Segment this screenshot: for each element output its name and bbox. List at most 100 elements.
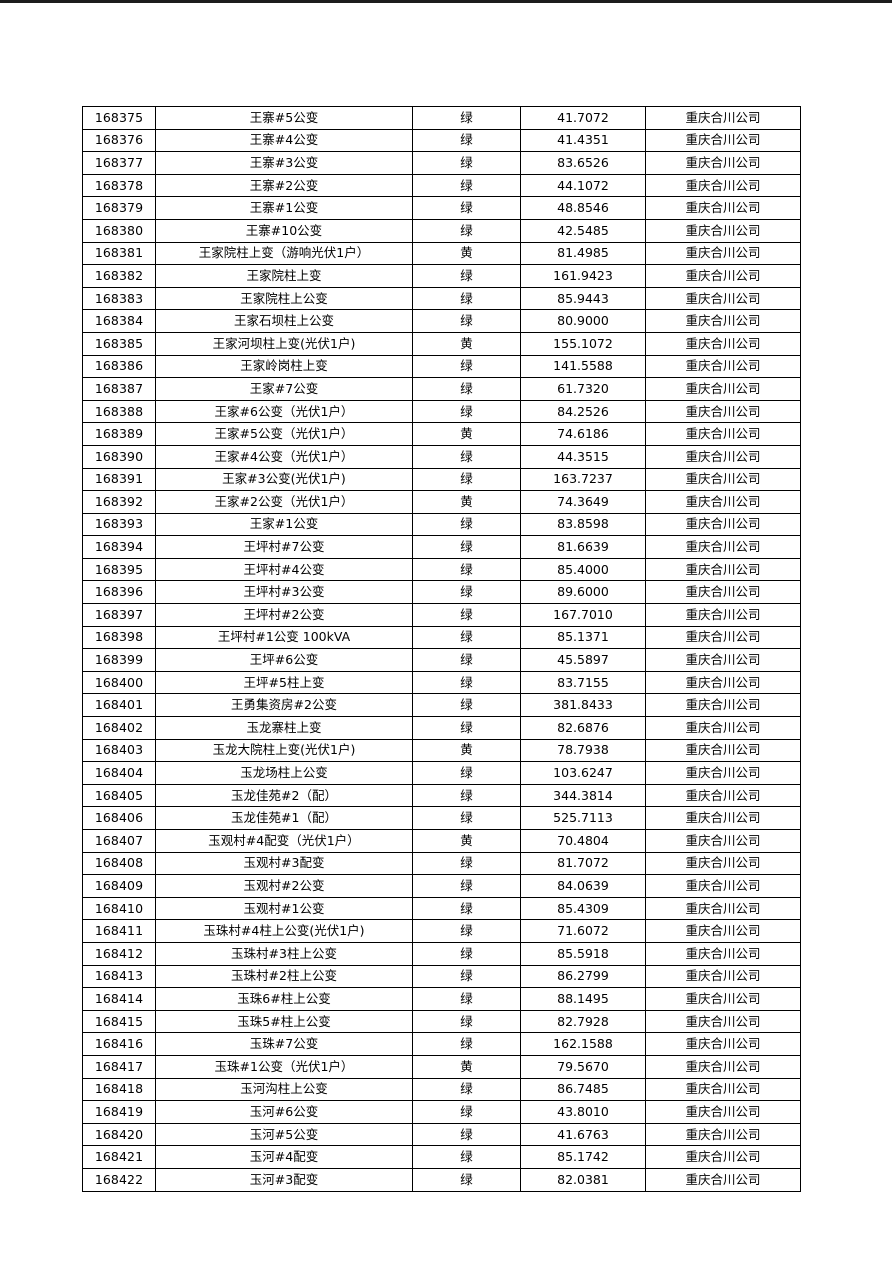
cell-transformer-name[interactable]: 玉河#6公变: [155, 1100, 413, 1124]
cell-measured-value[interactable]: 81.6639: [520, 535, 646, 559]
table-row[interactable]: 168412 玉珠村#3柱上公变绿 85.5918 重庆合川公司: [82, 941, 801, 966]
cell-status-color[interactable]: 绿: [412, 151, 521, 175]
cell-transformer-name[interactable]: 王家#4公变（光伏1户）: [155, 444, 413, 469]
cell-transformer-name[interactable]: 王家#6公变（光伏1户）: [155, 399, 413, 424]
cell-record-id[interactable]: 168407: [82, 829, 156, 853]
cell-status-color[interactable]: 绿: [412, 1077, 521, 1102]
cell-company[interactable]: 重庆合川公司: [645, 625, 801, 650]
cell-transformer-name[interactable]: 王寨#2公变: [155, 173, 413, 198]
cell-company[interactable]: 重庆合川公司: [645, 829, 801, 853]
cell-measured-value[interactable]: 163.7237: [520, 467, 646, 492]
cell-measured-value[interactable]: 45.5897: [520, 648, 646, 672]
cell-measured-value[interactable]: 83.6526: [520, 151, 646, 175]
cell-company[interactable]: 重庆合川公司: [645, 1100, 801, 1124]
cell-record-id[interactable]: 168395: [82, 557, 156, 582]
cell-company[interactable]: 重庆合川公司: [645, 264, 801, 288]
cell-status-color[interactable]: 绿: [412, 196, 521, 220]
table-row[interactable]: 168398 王坪村#1公变 100kVA 绿 85.1371 重庆合川公司: [82, 625, 801, 650]
cell-company[interactable]: 重庆合川公司: [645, 196, 801, 220]
cell-record-id[interactable]: 168396: [82, 580, 156, 605]
table-row[interactable]: 168378 王寨#2公变绿 44.1072 重庆合川公司: [82, 173, 801, 198]
table-row[interactable]: 168407 玉观村#4配变（光伏1户）黄 70.4804 重庆合川公司: [82, 829, 801, 853]
cell-company[interactable]: 重庆合川公司: [645, 987, 801, 1011]
cell-record-id[interactable]: 168394: [82, 535, 156, 559]
cell-transformer-name[interactable]: 玉龙佳苑#2（配）: [155, 783, 413, 808]
cell-status-color[interactable]: 绿: [412, 173, 521, 198]
cell-transformer-name[interactable]: 玉龙寨柱上变: [155, 716, 413, 740]
cell-transformer-name[interactable]: 王家院柱上变（游响光伏1户）: [155, 241, 413, 266]
cell-record-id[interactable]: 168398: [82, 625, 156, 650]
cell-record-id[interactable]: 168389: [82, 422, 156, 446]
cell-status-color[interactable]: 绿: [412, 806, 521, 830]
table-row[interactable]: 168391 王家#3公变(光伏1户) 绿 163.7237 重庆合川公司: [82, 467, 801, 492]
cell-status-color[interactable]: 绿: [412, 557, 521, 582]
cell-record-id[interactable]: 168402: [82, 716, 156, 740]
cell-measured-value[interactable]: 84.2526: [520, 399, 646, 424]
cell-company[interactable]: 重庆合川公司: [645, 377, 801, 401]
cell-transformer-name[interactable]: 王家石坝柱上公变: [155, 309, 413, 333]
cell-company[interactable]: 重庆合川公司: [645, 490, 801, 514]
cell-company[interactable]: 重庆合川公司: [645, 941, 801, 966]
cell-record-id[interactable]: 168397: [82, 603, 156, 627]
cell-record-id[interactable]: 168420: [82, 1122, 156, 1147]
cell-company[interactable]: 重庆合川公司: [645, 173, 801, 198]
cell-measured-value[interactable]: 48.8546: [520, 196, 646, 220]
cell-company[interactable]: 重庆合川公司: [645, 670, 801, 695]
table-row[interactable]: 168376 王寨#4公变绿 41.4351 重庆合川公司: [82, 128, 801, 153]
cell-record-id[interactable]: 168419: [82, 1100, 156, 1124]
table-row[interactable]: 168401 王勇集资房#2公变绿 381.8433 重庆合川公司: [82, 693, 801, 718]
cell-status-color[interactable]: 绿: [412, 354, 521, 379]
cell-measured-value[interactable]: 84.0639: [520, 874, 646, 898]
cell-transformer-name[interactable]: 王寨#1公变: [155, 196, 413, 220]
table-row[interactable]: 168413 玉珠村#2柱上公变绿 86.2799 重庆合川公司: [82, 964, 801, 989]
table-row[interactable]: 168422 玉河#3配变绿 82.0381 重庆合川公司: [82, 1167, 801, 1192]
cell-measured-value[interactable]: 85.1371: [520, 625, 646, 650]
cell-transformer-name[interactable]: 王坪村#1公变 100kVA: [155, 625, 413, 650]
table-row[interactable]: 168408 玉观村#3配变绿 81.7072 重庆合川公司: [82, 851, 801, 876]
cell-measured-value[interactable]: 344.3814: [520, 783, 646, 808]
cell-measured-value[interactable]: 89.6000: [520, 580, 646, 605]
cell-transformer-name[interactable]: 玉珠村#4柱上公变(光伏1户): [155, 919, 413, 943]
cell-record-id[interactable]: 168405: [82, 783, 156, 808]
cell-status-color[interactable]: 黄: [412, 241, 521, 266]
cell-company[interactable]: 重庆合川公司: [645, 1077, 801, 1102]
cell-status-color[interactable]: 绿: [412, 512, 521, 537]
cell-company[interactable]: 重庆合川公司: [645, 309, 801, 333]
cell-record-id[interactable]: 168400: [82, 670, 156, 695]
cell-measured-value[interactable]: 88.1495: [520, 987, 646, 1011]
cell-transformer-name[interactable]: 玉珠村#2柱上公变: [155, 964, 413, 989]
table-row[interactable]: 168384 王家石坝柱上公变绿 80.9000 重庆合川公司: [82, 309, 801, 333]
table-row[interactable]: 168420 玉河#5公变绿 41.6763 重庆合川公司: [82, 1122, 801, 1147]
table-row[interactable]: 168415 玉珠5#柱上公变绿 82.7928 重庆合川公司: [82, 1009, 801, 1034]
cell-status-color[interactable]: 绿: [412, 761, 521, 785]
cell-transformer-name[interactable]: 王坪#6公变: [155, 648, 413, 672]
cell-status-color[interactable]: 绿: [412, 964, 521, 989]
cell-company[interactable]: 重庆合川公司: [645, 286, 801, 311]
table-row[interactable]: 168397 王坪村#2公变绿 167.7010 重庆合川公司: [82, 603, 801, 627]
table-row[interactable]: 168389 王家#5公变（光伏1户）黄 74.6186 重庆合川公司: [82, 422, 801, 446]
cell-transformer-name[interactable]: 玉珠5#柱上公变: [155, 1009, 413, 1034]
cell-status-color[interactable]: 绿: [412, 693, 521, 718]
cell-record-id[interactable]: 168375: [82, 106, 156, 130]
cell-status-color[interactable]: 绿: [412, 1009, 521, 1034]
cell-record-id[interactable]: 168382: [82, 264, 156, 288]
table-row[interactable]: 168390 王家#4公变（光伏1户）绿 44.3515 重庆合川公司: [82, 444, 801, 469]
cell-record-id[interactable]: 168404: [82, 761, 156, 785]
table-row[interactable]: 168402 玉龙寨柱上变绿 82.6876 重庆合川公司: [82, 716, 801, 740]
cell-record-id[interactable]: 168412: [82, 941, 156, 966]
cell-status-color[interactable]: 绿: [412, 1145, 521, 1169]
cell-status-color[interactable]: 绿: [412, 1167, 521, 1192]
cell-record-id[interactable]: 168414: [82, 987, 156, 1011]
cell-status-color[interactable]: 绿: [412, 896, 521, 921]
table-row[interactable]: 168411 玉珠村#4柱上公变(光伏1户) 绿 71.6072 重庆合川公司: [82, 919, 801, 943]
cell-measured-value[interactable]: 71.6072: [520, 919, 646, 943]
cell-company[interactable]: 重庆合川公司: [645, 444, 801, 469]
cell-status-color[interactable]: 绿: [412, 783, 521, 808]
table-row[interactable]: 168405 玉龙佳苑#2（配）绿 344.3814 重庆合川公司: [82, 783, 801, 808]
cell-company[interactable]: 重庆合川公司: [645, 241, 801, 266]
cell-record-id[interactable]: 168383: [82, 286, 156, 311]
cell-status-color[interactable]: 绿: [412, 264, 521, 288]
table-row[interactable]: 168414 玉珠6#柱上公变绿 88.1495 重庆合川公司: [82, 987, 801, 1011]
cell-status-color[interactable]: 绿: [412, 648, 521, 672]
cell-company[interactable]: 重庆合川公司: [645, 761, 801, 785]
